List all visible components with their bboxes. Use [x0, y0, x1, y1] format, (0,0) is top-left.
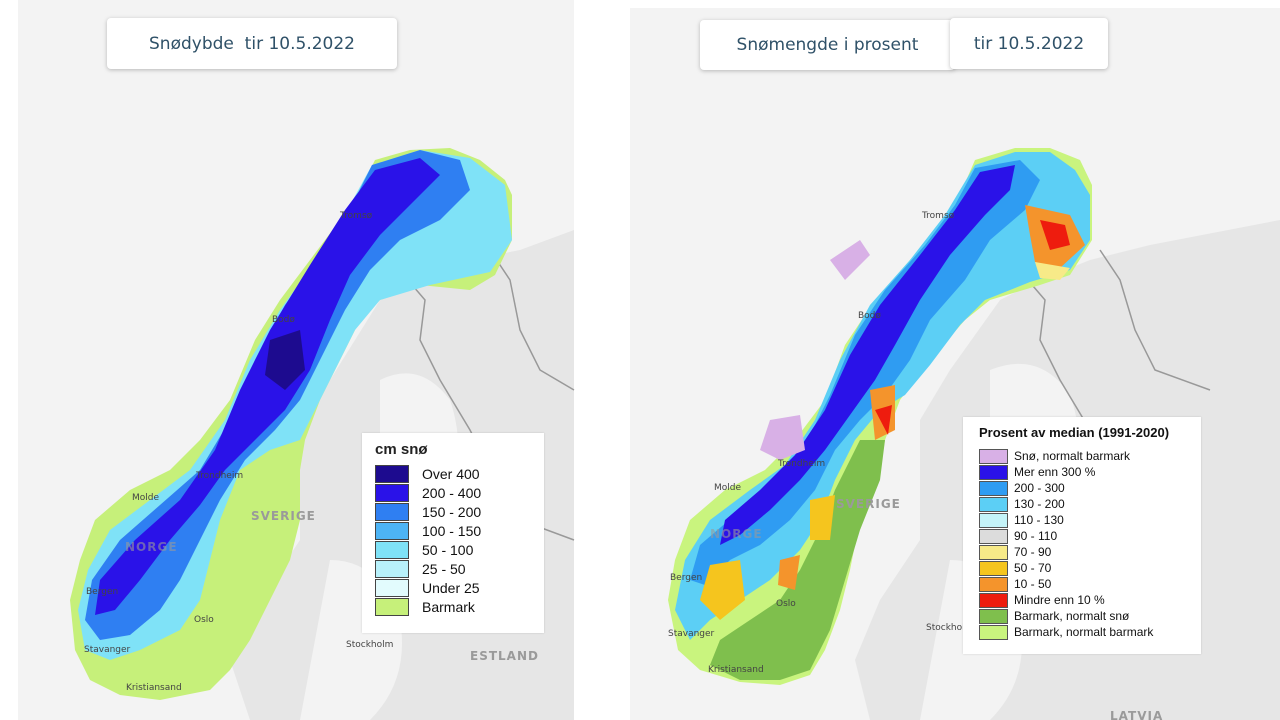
snow-percent-map: Tromsø Bodø Trondheim Molde Bergen Stava… [630, 8, 1280, 720]
legend-item: 70 - 90 [979, 544, 1051, 560]
legend-item: 200 - 300 [979, 480, 1065, 496]
legend-item: 10 - 50 [979, 576, 1051, 592]
legend-swatch [979, 608, 1008, 624]
legend-swatch [375, 578, 409, 597]
legend-item: Under 25 [375, 578, 480, 597]
snow-depth-legend: cm snø Over 400 200 - 400 150 - 200 100 … [362, 433, 544, 633]
legend-label: Mindre enn 10 % [1014, 593, 1105, 607]
place-label-tromso: Tromsø [921, 211, 955, 221]
legend-swatch [979, 576, 1008, 592]
legend-label: 25 - 50 [422, 560, 466, 577]
legend-item: 150 - 200 [375, 502, 481, 521]
legend-item: Barmark [375, 597, 475, 616]
legend-label: 130 - 200 [1014, 497, 1065, 511]
legend-item: Mindre enn 10 % [979, 592, 1105, 608]
legend-swatch [979, 480, 1008, 496]
legend-item: Mer enn 300 % [979, 464, 1095, 480]
place-label-trondheim: Trondheim [195, 471, 243, 481]
legend-item: 90 - 110 [979, 528, 1057, 544]
legend-label: 10 - 50 [1014, 577, 1052, 591]
place-label-stockholm: Stockholm [346, 640, 393, 650]
place-label-bodo: Bodø [272, 315, 295, 325]
legend-item: 25 - 50 [375, 559, 466, 578]
legend-label: Barmark [422, 598, 475, 615]
place-label-kristiansand: Kristiansand [126, 683, 182, 693]
legend-item: 200 - 400 [375, 483, 481, 502]
legend-item: Snø, normalt barmark [979, 448, 1130, 464]
snow-depth-title: Snødybde tir 10.5.2022 [149, 33, 355, 54]
snow-depth-map-panel: Tromsø Bodø Trondheim Molde Bergen Stava… [0, 0, 580, 720]
legend-item: 100 - 150 [375, 521, 481, 540]
legend-label: 150 - 200 [422, 503, 482, 520]
legend-swatch [375, 521, 409, 540]
legend-item: Over 400 [375, 464, 480, 483]
legend-swatch [375, 597, 409, 616]
snow-percent-title-part1: Snømengde i prosent [736, 35, 919, 55]
legend-label: 50 - 70 [1014, 561, 1052, 575]
legend-label: 200 - 400 [422, 484, 482, 501]
legend-label: 50 - 100 [422, 541, 474, 558]
legend-item: 50 - 70 [979, 560, 1051, 576]
legend-item: 50 - 100 [375, 540, 473, 559]
legend-label: Over 400 [422, 465, 480, 482]
snow-percent-map-panel: Tromsø Bodø Trondheim Molde Bergen Stava… [630, 0, 1280, 720]
place-label-tromso: Tromsø [339, 211, 373, 221]
legend-item: Barmark, normalt barmark [979, 624, 1153, 640]
legend-label: 90 - 110 [1014, 529, 1058, 543]
snow-percent-title-card: Snømengde i prosent [700, 20, 955, 70]
legend-title: Prosent av median (1991-2020) [979, 425, 1170, 440]
legend-swatch [979, 624, 1008, 640]
place-label-stavanger: Stavanger [668, 629, 715, 639]
legend-swatch [375, 540, 409, 559]
legend-item: 110 - 130 [979, 512, 1064, 528]
legend-swatch [375, 464, 409, 483]
legend-label: 110 - 130 [1014, 513, 1064, 527]
place-label-oslo: Oslo [776, 599, 796, 609]
legend-swatch [979, 544, 1008, 560]
legend-swatch [979, 528, 1008, 544]
legend-swatch [979, 448, 1008, 464]
legend-swatch [979, 464, 1008, 480]
place-label-bergen: Bergen [670, 573, 702, 583]
place-label-molde: Molde [714, 483, 741, 493]
legend-label: Barmark, normalt snø [1014, 609, 1130, 623]
legend-label: Under 25 [422, 579, 480, 596]
legend-label: Snø, normalt barmark [1014, 449, 1131, 463]
snow-depth-map: Tromsø Bodø Trondheim Molde Bergen Stava… [18, 0, 575, 720]
snow-percent-title-part2: tir 10.5.2022 [973, 33, 1085, 54]
legend-swatch [979, 592, 1008, 608]
legend-swatch [979, 512, 1008, 528]
legend-item: 130 - 200 [979, 496, 1065, 512]
place-label-kristiansand: Kristiansand [708, 665, 764, 675]
place-label-bodo: Bodø [858, 311, 881, 321]
legend-label: Mer enn 300 % [1014, 465, 1096, 479]
legend-swatch [979, 560, 1008, 576]
place-label-stockholm: Stockholm [926, 623, 973, 633]
place-label-trondheim: Trondheim [777, 459, 825, 469]
place-label-molde: Molde [132, 493, 159, 503]
legend-item: Barmark, normalt snø [979, 608, 1129, 624]
snow-percent-date-card: tir 10.5.2022 [950, 18, 1108, 69]
legend-label: 100 - 150 [422, 522, 482, 539]
country-label-norge: NORGE [125, 540, 178, 554]
legend-swatch [375, 502, 409, 521]
legend-label: Barmark, normalt barmark [1014, 625, 1154, 639]
legend-swatch [375, 559, 409, 578]
country-label-latvia: LATVIA [1110, 709, 1163, 720]
snow-percent-legend: Prosent av median (1991-2020) Snø, norma… [963, 417, 1201, 654]
legend-label: 70 - 90 [1014, 545, 1052, 559]
country-label-estland: ESTLAND [470, 649, 539, 663]
place-label-bergen: Bergen [86, 587, 118, 597]
legend-swatch [979, 496, 1008, 512]
snow-depth-title-card: Snødybde tir 10.5.2022 [107, 18, 397, 69]
country-label-sverige: SVERIGE [836, 497, 901, 511]
country-label-sverige: SVERIGE [251, 509, 316, 523]
place-label-oslo: Oslo [194, 615, 214, 625]
legend-title: cm snø [375, 441, 428, 458]
country-label-norge: NORGE [710, 527, 763, 541]
legend-label: 200 - 300 [1014, 481, 1065, 495]
place-label-stavanger: Stavanger [84, 645, 131, 655]
legend-swatch [375, 483, 409, 502]
